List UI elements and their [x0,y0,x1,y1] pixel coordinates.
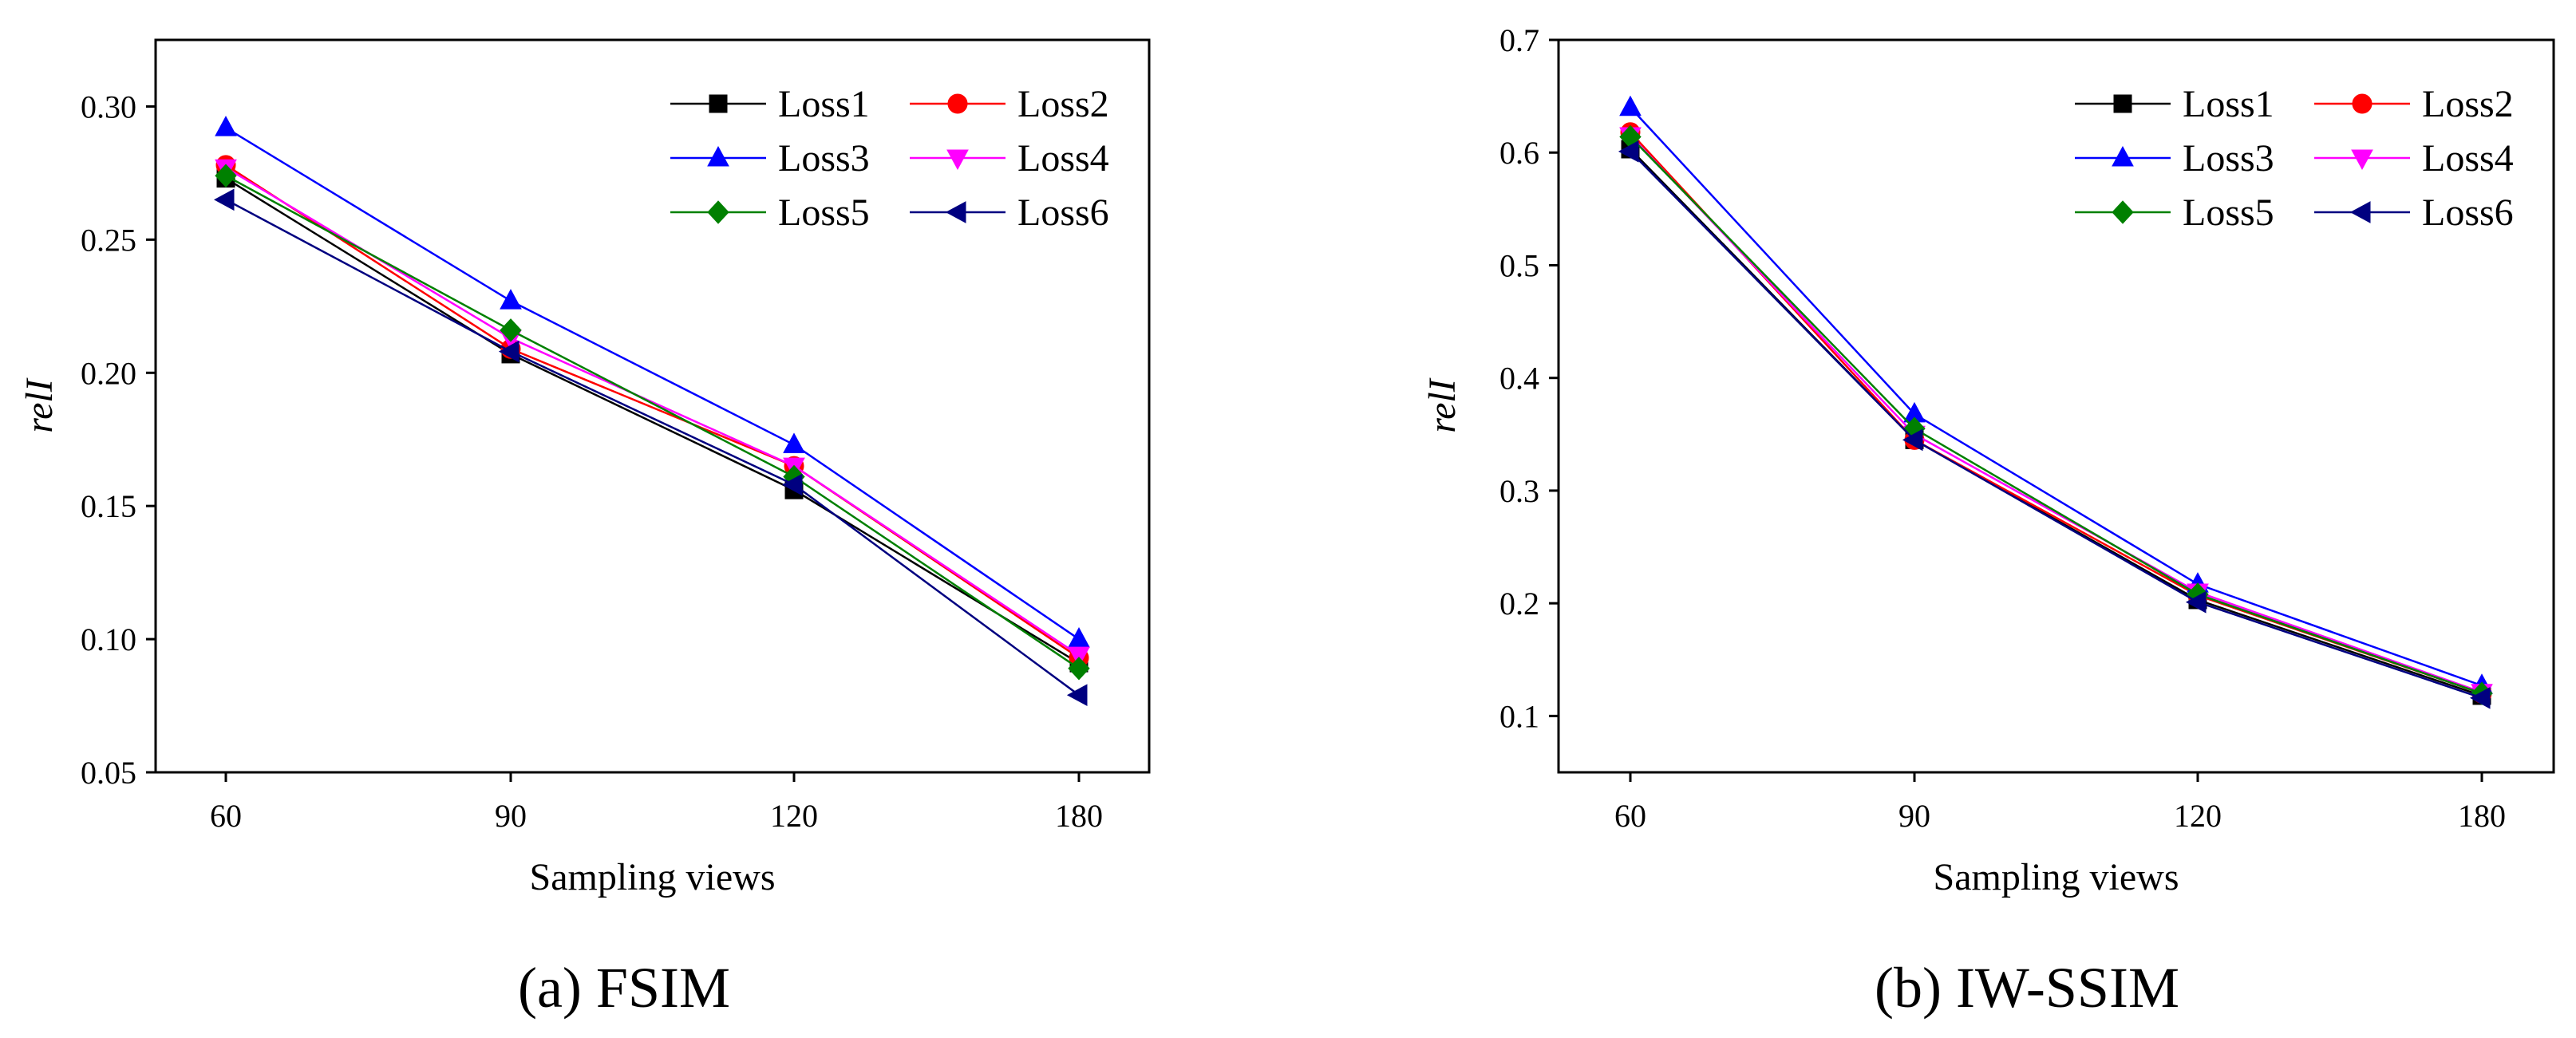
legend-label: Loss6 [1017,191,1109,234]
legend-label: Loss6 [2422,191,2514,234]
series-line-loss1 [1630,148,2483,697]
y-tick-label: 0.2 [1499,586,1539,622]
data-point-loss5 [215,164,237,187]
data-point-loss3 [500,289,522,310]
legend-marker [707,145,729,167]
x-axis-label: Sampling views [1934,856,2179,898]
legend: Loss1 Loss2 Loss3 Loss4 Loss5 Loss6 [670,83,1109,234]
x-tick-label: 180 [1055,798,1103,834]
x-tick-label: 120 [770,798,818,834]
legend-label: Loss3 [778,137,870,180]
data-point-loss6 [2469,686,2491,709]
x-tick-label: 60 [210,798,242,834]
legend-marker [2113,94,2132,113]
y-tick-label: 0.6 [1499,135,1539,171]
data-point-loss5 [500,318,522,342]
legend-label: Loss5 [2183,191,2274,234]
legend-label: Loss4 [2422,137,2514,180]
legend-label: Loss2 [2422,83,2514,125]
series-line-loss6 [1630,150,2483,699]
legend-label: Loss1 [2183,83,2274,125]
figure-caption: (b) IW-SSIM [1875,956,2179,1020]
legend-label: Loss3 [2183,137,2274,180]
series-line-loss1 [225,177,1080,665]
legend-marker [2112,145,2134,167]
data-point-loss6 [1902,428,1923,452]
data-point-loss3 [783,432,805,453]
data-point-loss3 [215,116,237,136]
y-tick-label: 0.05 [81,755,136,791]
y-tick-label: 0.15 [81,488,136,524]
series-line-loss2 [225,164,1080,659]
x-tick-label: 180 [2458,798,2506,834]
data-point-loss6 [1066,684,1088,707]
data-point-loss3 [1068,627,1090,648]
x-tick-label: 120 [2174,798,2222,834]
x-tick-label: 90 [1898,798,1930,834]
y-axis-label: relI [18,377,61,433]
series-line-loss5 [1630,136,2483,695]
legend-marker [709,94,728,113]
legend-marker [946,149,969,171]
legend-marker [2351,149,2373,171]
figure-caption: (a) FSIM [518,956,730,1020]
plot-frame [1557,38,2555,774]
legend-marker [945,201,966,223]
y-tick-label: 0.20 [81,355,136,391]
series-line-loss3 [225,127,1080,641]
data-point-loss6 [213,188,235,211]
data-point-loss6 [781,473,803,496]
legend-marker [707,200,729,224]
data-point-loss6 [1618,140,1639,163]
y-tick-label: 0.10 [81,622,136,657]
legend-label: Loss2 [1017,83,1109,125]
plot-frame [154,38,1151,774]
series-line-loss6 [225,199,1080,697]
y-tick-label: 0.4 [1499,361,1539,397]
data-point-loss5 [1068,657,1090,681]
series-line-loss5 [225,175,1080,669]
data-point-loss6 [2185,590,2207,614]
chart-fsim: 0.05 0.10 0.15 0.20 0.25 0.30 60 90 120 180 Sampli… [18,38,1151,1020]
series-line-loss3 [1630,106,2483,687]
legend-marker [2349,201,2371,223]
y-tick-label: 0.30 [81,89,136,124]
series-line-loss2 [1630,131,2483,695]
data-point-loss6 [498,340,520,363]
legend: Loss1 Loss2 Loss3 Loss4 Loss5 Loss6 [2075,83,2514,234]
legend-marker [2112,200,2134,224]
chart-iw-ssim: 0.1 0.2 0.3 0.4 0.5 0.6 0.7 60 90 120 180 Sampling … [1421,22,2555,1020]
legend-label: Loss4 [1017,137,1109,180]
y-tick-label: 0.5 [1499,247,1539,283]
y-tick-label: 0.1 [1499,698,1539,734]
y-tick-label: 0.7 [1499,22,1539,58]
legend-marker [2352,93,2373,114]
data-point-loss3 [1619,95,1642,116]
legend-label: Loss1 [778,83,870,125]
y-tick-label: 0.25 [81,222,136,258]
legend-marker [947,93,968,114]
series-line-loss4 [1630,135,2483,693]
x-tick-label: 60 [1614,798,1646,834]
x-tick-label: 90 [495,798,527,834]
x-axis-label: Sampling views [530,856,776,898]
legend-label: Loss5 [778,191,870,234]
y-axis-label: relI [1421,377,1464,433]
y-tick-label: 0.3 [1499,473,1539,509]
